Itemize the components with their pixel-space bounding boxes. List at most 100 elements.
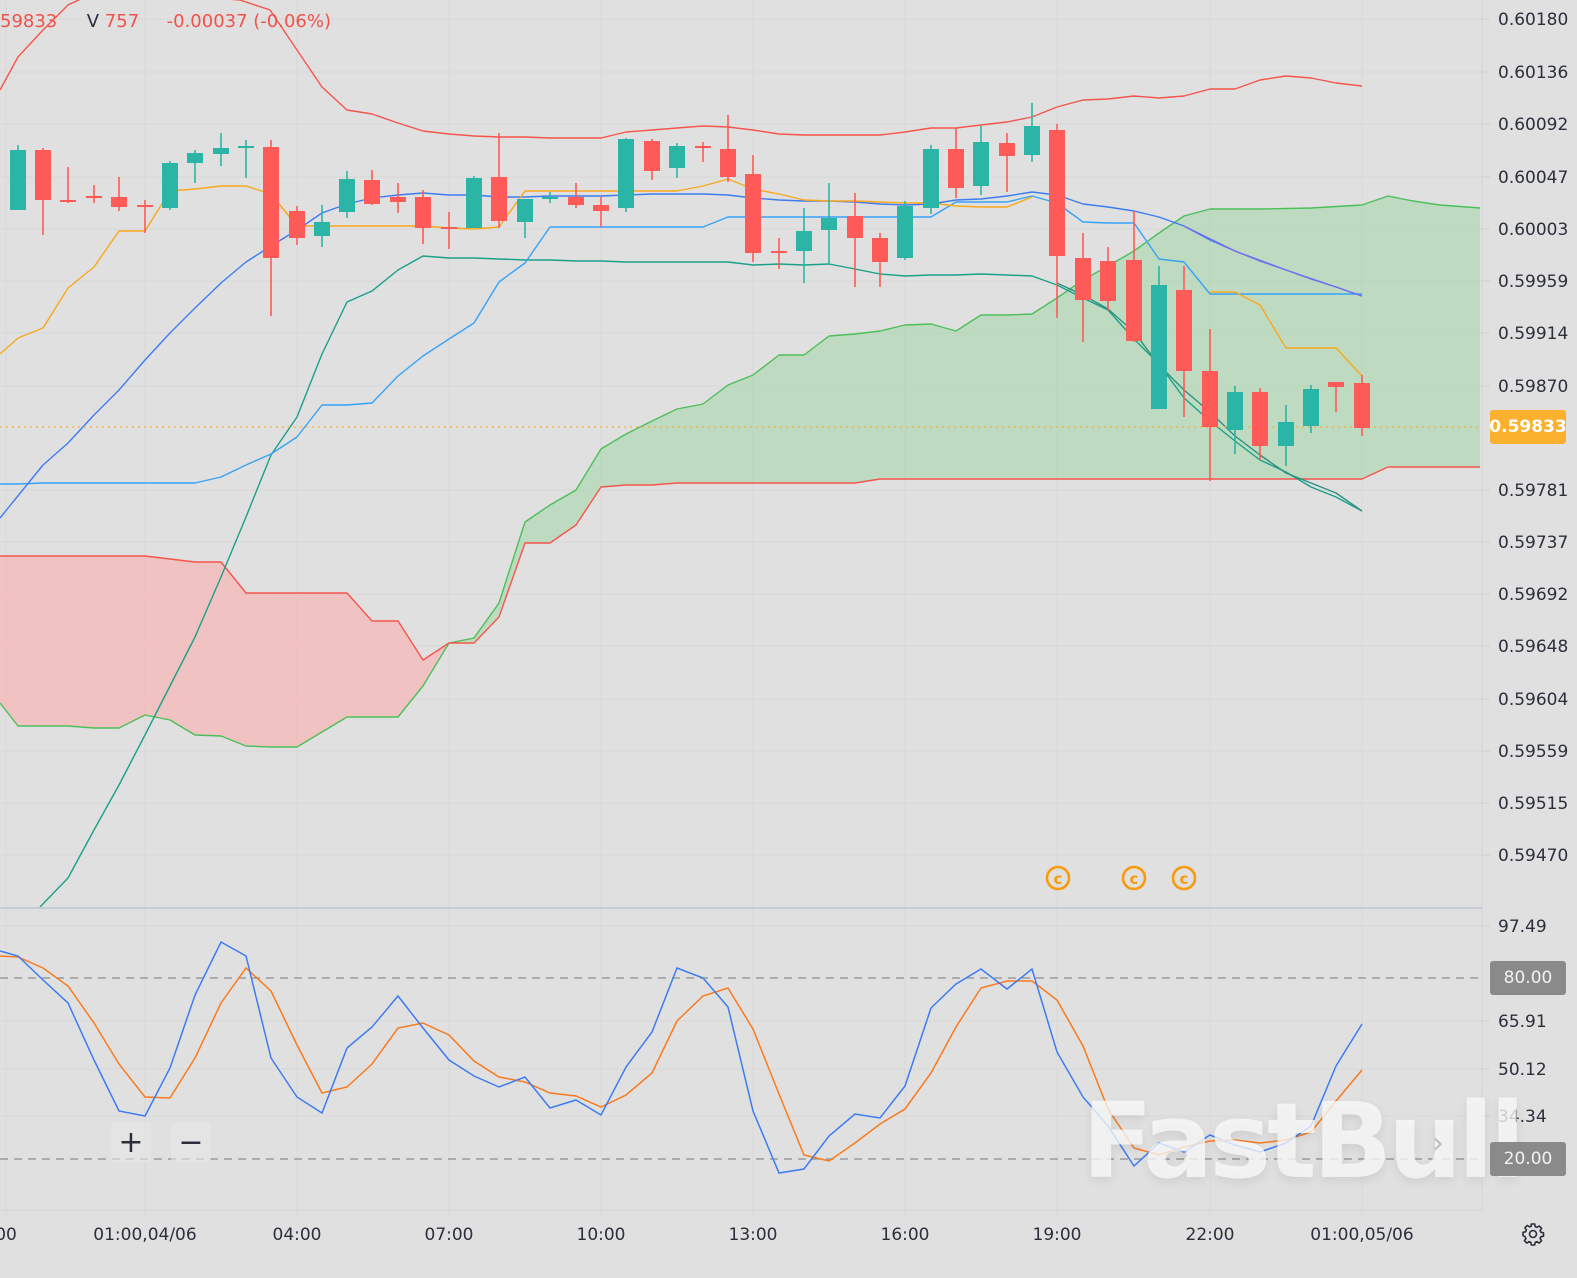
time-tick-label: 01:00,05/06 [1310,1225,1413,1245]
candle[interactable] [390,183,406,213]
candle[interactable] [1354,375,1370,436]
candle[interactable] [289,206,305,245]
candle[interactable] [593,197,609,227]
oscillator-tick-label: 50.12 [1498,1060,1547,1080]
svg-text:c: c [1180,870,1189,888]
scroll-right-button[interactable]: › [1432,1126,1444,1161]
candle[interactable] [897,201,913,260]
candle[interactable] [162,161,178,210]
candle[interactable] [821,183,837,265]
oscillator-tick-label: 65.91 [1498,1012,1547,1032]
price-tick-label: 0.59737 [1498,533,1568,553]
candle[interactable] [213,133,229,166]
candle[interactable] [1126,211,1142,342]
time-tick-label: 07:00 [425,1225,474,1245]
candle[interactable] [1151,266,1167,409]
time-tick-label: 19:00 [1033,1225,1082,1245]
price-tick-label: 0.60136 [1498,63,1568,83]
copyright-event-icon[interactable]: c [1171,865,1197,891]
candle[interactable] [1176,266,1192,417]
candle[interactable] [441,212,457,249]
candle[interactable] [491,133,507,228]
price-tick-label: 0.59692 [1498,585,1568,605]
stochastic-oscillator [0,940,1363,1174]
price-tick-label: 0.60047 [1498,168,1568,188]
price-tick-label: 0.59870 [1498,377,1568,397]
price-tick-label: 0.60180 [1498,10,1568,30]
zoom-in-button[interactable]: + [111,1122,151,1162]
price-tick-label: 0.60092 [1498,115,1568,135]
oversold-level-tag: 20.00 [1490,1142,1566,1176]
candle[interactable] [517,199,533,238]
candle[interactable] [669,143,685,178]
candle[interactable] [1227,386,1243,454]
price-tick-label: 0.59781 [1498,481,1568,501]
candle[interactable] [111,177,127,211]
time-tick-label: 16:00 [881,1225,930,1245]
candlestick-series[interactable] [10,103,1370,481]
candle[interactable] [695,142,711,162]
candle[interactable] [1024,103,1040,162]
candle[interactable] [847,193,863,287]
candle[interactable] [1328,382,1344,412]
oscillator-tick-label: 97.49 [1498,917,1547,937]
candle[interactable] [923,145,939,214]
candle[interactable] [973,126,989,195]
candle[interactable] [872,233,888,287]
candle[interactable] [86,185,102,203]
candle[interactable] [466,176,482,228]
legend-volume-label: V [86,11,100,32]
legend-change-value: -0.00037 (-0.06%) [166,11,331,32]
settings-gear-icon[interactable] [1521,1222,1545,1246]
oscillator-axis[interactable]: 97.49 65.91 50.12 34.34 [1482,917,1547,1127]
time-tick-label: 10:00 [577,1225,626,1245]
candle[interactable] [1252,388,1268,460]
candle[interactable] [542,192,558,203]
candle[interactable] [415,190,431,244]
zoom-out-button[interactable]: − [171,1122,211,1162]
price-tick-label: 0.59515 [1498,794,1568,814]
candle[interactable] [238,140,254,178]
price-axis[interactable]: 0.60180 0.60136 0.60092 0.60047 0.60003 0.599… [1482,10,1568,866]
candle[interactable] [1100,247,1116,311]
candle[interactable] [1049,124,1065,318]
price-tick-label: 0.59914 [1498,324,1568,344]
candle[interactable] [263,140,279,316]
candle[interactable] [35,148,51,235]
candle[interactable] [796,208,812,283]
candle[interactable] [187,150,203,183]
oscillator-tick-label: 34.34 [1498,1107,1547,1127]
copyright-event-icon[interactable]: c [1121,865,1147,891]
time-axis[interactable]: 00 01:00,04/06 04:00 07:00 10:00 13:00 16:00 19… [0,1225,1414,1245]
candle[interactable] [720,115,736,182]
candle[interactable] [1303,385,1319,433]
candle[interactable] [364,170,380,205]
candle[interactable] [339,171,355,218]
candle[interactable] [644,139,660,180]
candle[interactable] [1075,233,1091,342]
time-tick-label: 04:00 [273,1225,322,1245]
candle[interactable] [314,205,330,247]
candle[interactable] [60,167,76,203]
candle[interactable] [618,138,634,212]
candle[interactable] [771,238,787,269]
legend-volume-value: 757 [104,11,140,32]
candle[interactable] [137,200,153,233]
price-tick-label: 0.59559 [1498,742,1568,762]
candle[interactable] [1202,329,1218,481]
candle[interactable] [1278,405,1294,466]
price-tick-label: 0.59604 [1498,690,1568,710]
candle[interactable] [568,183,584,208]
candle[interactable] [999,133,1015,192]
candle[interactable] [10,145,26,210]
ichimoku-cloud [0,196,1480,747]
price-tick-label: 0.59648 [1498,637,1568,657]
price-tick-label: 0.59470 [1498,846,1568,866]
overbought-level-tag: 80.00 [1490,961,1566,995]
candle[interactable] [948,128,964,198]
candle[interactable] [745,155,761,262]
copyright-event-icon[interactable]: c [1045,865,1071,891]
current-price-tag: 0.59833 [1489,410,1567,444]
